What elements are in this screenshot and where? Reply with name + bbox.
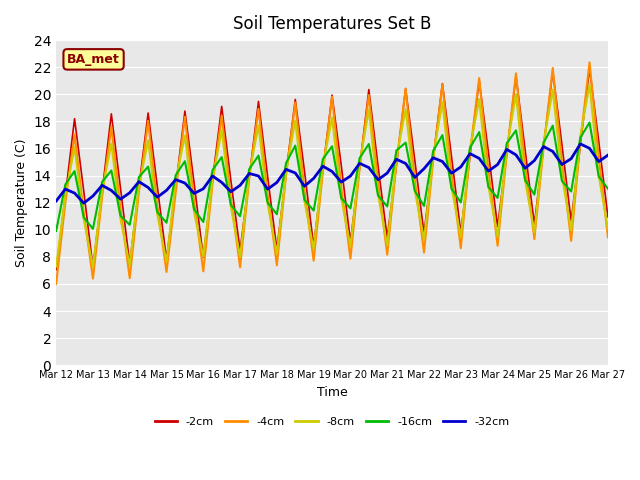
-2cm xyxy=(181,108,189,114)
-32cm xyxy=(172,177,180,182)
-4cm xyxy=(586,60,593,65)
-2cm xyxy=(246,174,253,180)
-16cm xyxy=(604,186,612,192)
-8cm xyxy=(540,140,547,145)
-2cm xyxy=(383,235,391,240)
-32cm xyxy=(255,173,262,179)
-2cm xyxy=(347,239,355,244)
-8cm xyxy=(172,177,180,183)
-2cm xyxy=(52,267,60,273)
-2cm xyxy=(531,221,538,227)
-16cm xyxy=(347,205,355,211)
Y-axis label: Soil Temperature (C): Soil Temperature (C) xyxy=(15,138,28,267)
-32cm xyxy=(540,144,547,149)
-4cm xyxy=(347,256,355,262)
Title: Soil Temperatures Set B: Soil Temperatures Set B xyxy=(233,15,431,33)
-4cm xyxy=(52,281,60,287)
-2cm xyxy=(604,214,612,220)
-32cm xyxy=(190,191,198,196)
-8cm xyxy=(392,155,400,161)
-2cm xyxy=(586,66,593,72)
Legend: -2cm, -4cm, -8cm, -16cm, -32cm: -2cm, -4cm, -8cm, -16cm, -32cm xyxy=(150,412,514,431)
-4cm xyxy=(181,114,189,120)
Line: -16cm: -16cm xyxy=(56,122,608,231)
X-axis label: Time: Time xyxy=(317,385,348,399)
Line: -2cm: -2cm xyxy=(56,69,608,270)
-16cm xyxy=(181,158,189,164)
Text: BA_met: BA_met xyxy=(67,53,120,66)
-8cm xyxy=(604,226,612,232)
-16cm xyxy=(163,220,170,226)
Line: -32cm: -32cm xyxy=(56,144,608,203)
-4cm xyxy=(531,236,538,242)
-8cm xyxy=(190,209,198,215)
-4cm xyxy=(604,234,612,240)
-32cm xyxy=(80,200,88,206)
-16cm xyxy=(586,120,593,125)
-16cm xyxy=(52,228,60,234)
-8cm xyxy=(255,122,262,128)
-32cm xyxy=(577,141,584,147)
-8cm xyxy=(52,264,60,269)
-16cm xyxy=(246,166,253,172)
-32cm xyxy=(392,156,400,162)
Line: -8cm: -8cm xyxy=(56,84,608,267)
Line: -4cm: -4cm xyxy=(56,62,608,284)
-32cm xyxy=(356,160,364,166)
-16cm xyxy=(531,192,538,197)
-16cm xyxy=(383,204,391,209)
-8cm xyxy=(586,82,593,87)
-4cm xyxy=(383,252,391,258)
-4cm xyxy=(246,175,253,181)
-8cm xyxy=(356,161,364,167)
-2cm xyxy=(163,256,170,262)
-32cm xyxy=(604,152,612,158)
-32cm xyxy=(52,198,60,204)
-8cm xyxy=(89,264,97,270)
-4cm xyxy=(163,269,170,275)
